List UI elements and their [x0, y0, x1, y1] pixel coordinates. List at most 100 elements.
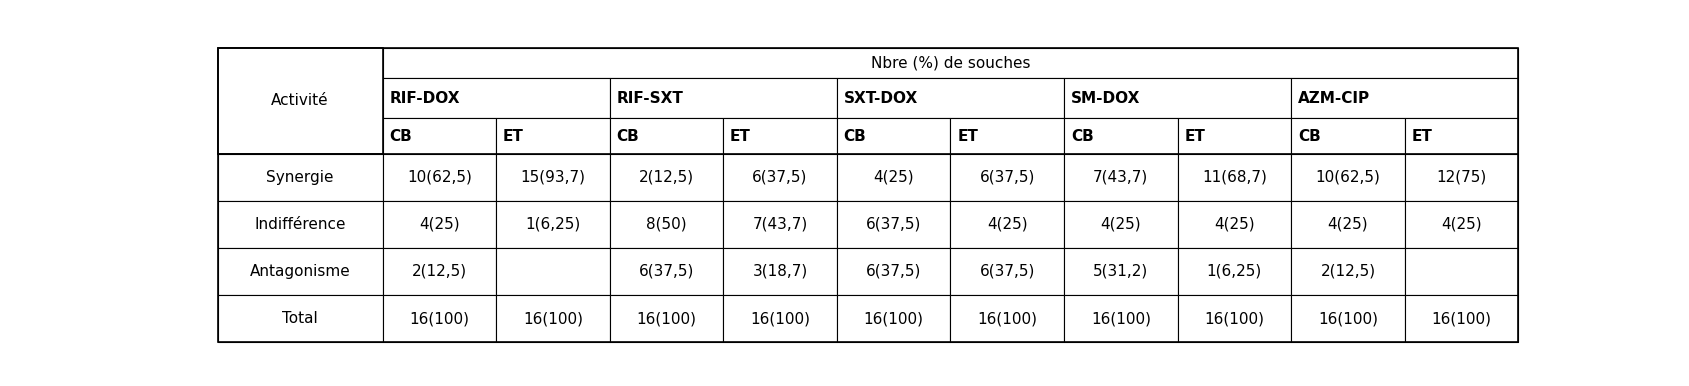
Bar — [1064, 248, 1177, 295]
Bar — [497, 248, 610, 295]
Bar — [382, 295, 497, 342]
Text: Synergie: Synergie — [267, 170, 334, 185]
Bar — [1404, 119, 1517, 154]
Bar — [949, 201, 1064, 248]
Text: 10(62,5): 10(62,5) — [1314, 170, 1380, 185]
Bar — [610, 248, 723, 295]
Text: ET: ET — [730, 129, 750, 144]
Text: 16(100): 16(100) — [637, 311, 696, 326]
Text: ET: ET — [956, 129, 978, 144]
Text: 6(37,5): 6(37,5) — [752, 170, 807, 185]
Text: 5(31,2): 5(31,2) — [1093, 264, 1149, 279]
Bar — [1404, 154, 1517, 201]
Text: 7(43,7): 7(43,7) — [1093, 170, 1149, 185]
Bar — [610, 78, 836, 119]
Text: 6(37,5): 6(37,5) — [980, 170, 1034, 185]
Bar — [382, 248, 497, 295]
Bar — [610, 295, 723, 342]
Text: 16(100): 16(100) — [976, 311, 1037, 326]
Text: AZM-CIP: AZM-CIP — [1297, 91, 1370, 106]
Text: 6(37,5): 6(37,5) — [865, 217, 921, 232]
Bar — [836, 295, 949, 342]
Text: ET: ET — [1184, 129, 1204, 144]
Bar — [1290, 248, 1404, 295]
Bar — [218, 48, 382, 154]
Bar — [497, 201, 610, 248]
Bar — [1404, 248, 1517, 295]
Bar — [382, 48, 1517, 78]
Text: 8(50): 8(50) — [645, 217, 686, 232]
Text: CB: CB — [1297, 129, 1321, 144]
Bar — [1290, 78, 1517, 119]
Bar — [723, 119, 836, 154]
Bar — [1177, 154, 1290, 201]
Text: 16(100): 16(100) — [1089, 311, 1150, 326]
Text: 11(68,7): 11(68,7) — [1201, 170, 1267, 185]
Bar — [836, 248, 949, 295]
Text: CB: CB — [616, 129, 638, 144]
Text: 4(25): 4(25) — [1100, 217, 1140, 232]
Text: 2(12,5): 2(12,5) — [638, 170, 694, 185]
Text: 4(25): 4(25) — [1441, 217, 1481, 232]
Text: 6(37,5): 6(37,5) — [980, 264, 1034, 279]
Bar — [1290, 295, 1404, 342]
Bar — [836, 154, 949, 201]
Text: CB: CB — [843, 129, 866, 144]
Bar — [1177, 119, 1290, 154]
Text: 6(37,5): 6(37,5) — [865, 264, 921, 279]
Bar — [382, 201, 497, 248]
Text: 4(25): 4(25) — [1328, 217, 1368, 232]
Bar — [1064, 154, 1177, 201]
Bar — [836, 119, 949, 154]
Bar — [1064, 119, 1177, 154]
Text: 3(18,7): 3(18,7) — [752, 264, 807, 279]
Bar — [218, 248, 382, 295]
Text: 7(43,7): 7(43,7) — [752, 217, 807, 232]
Bar — [382, 154, 497, 201]
Bar — [610, 119, 723, 154]
Bar — [1404, 295, 1517, 342]
Text: 12(75): 12(75) — [1436, 170, 1486, 185]
Text: 16(100): 16(100) — [1317, 311, 1377, 326]
Bar — [497, 154, 610, 201]
Text: 4(25): 4(25) — [873, 170, 914, 185]
Bar — [949, 295, 1064, 342]
Bar — [723, 201, 836, 248]
Text: 16(100): 16(100) — [1204, 311, 1263, 326]
Text: CB: CB — [1071, 129, 1093, 144]
Text: Nbre (%) de souches: Nbre (%) de souches — [870, 56, 1030, 71]
Bar — [723, 154, 836, 201]
Bar — [1290, 201, 1404, 248]
Text: 6(37,5): 6(37,5) — [638, 264, 694, 279]
Bar — [1064, 295, 1177, 342]
Bar — [1064, 78, 1290, 119]
Bar — [1404, 201, 1517, 248]
Text: 16(100): 16(100) — [522, 311, 583, 326]
Bar — [949, 119, 1064, 154]
Text: CB: CB — [388, 129, 412, 144]
Bar — [218, 295, 382, 342]
Bar — [218, 78, 382, 119]
Bar — [836, 78, 1064, 119]
Bar — [949, 248, 1064, 295]
Text: 16(100): 16(100) — [750, 311, 809, 326]
Text: Antagonisme: Antagonisme — [250, 264, 350, 279]
Text: 10(62,5): 10(62,5) — [407, 170, 471, 185]
Bar — [497, 119, 610, 154]
Text: 4(25): 4(25) — [419, 217, 459, 232]
Bar — [1064, 201, 1177, 248]
Bar — [382, 119, 497, 154]
Text: Activité: Activité — [272, 93, 329, 108]
Text: 16(100): 16(100) — [1431, 311, 1491, 326]
Text: 2(12,5): 2(12,5) — [412, 264, 466, 279]
Text: 15(93,7): 15(93,7) — [520, 170, 584, 185]
Text: 16(100): 16(100) — [409, 311, 470, 326]
Text: ET: ET — [1410, 129, 1432, 144]
Bar — [218, 119, 382, 154]
Text: 4(25): 4(25) — [1213, 217, 1253, 232]
Bar — [218, 201, 382, 248]
Bar — [382, 78, 610, 119]
Bar — [610, 201, 723, 248]
Bar — [949, 154, 1064, 201]
Text: SXT-DOX: SXT-DOX — [843, 91, 917, 106]
